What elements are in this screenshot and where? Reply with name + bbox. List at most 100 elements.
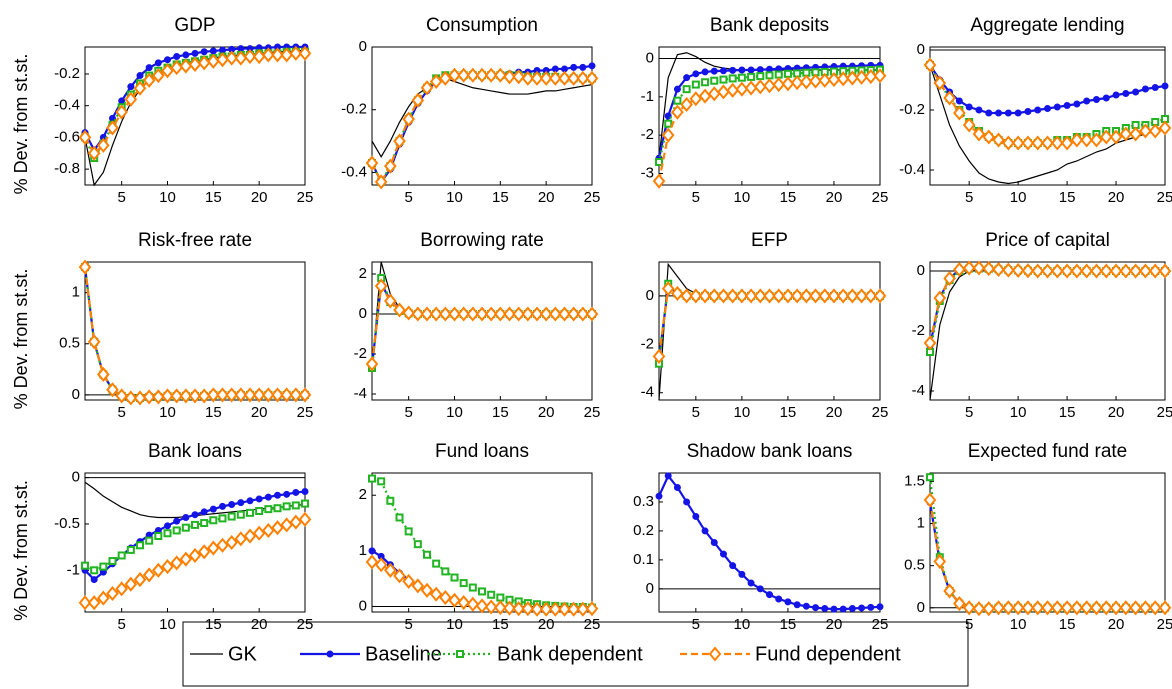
point	[933, 290, 947, 306]
point	[1122, 90, 1130, 97]
x-tick-label: 20	[251, 189, 268, 206]
point	[152, 562, 165, 578]
point	[1109, 129, 1123, 145]
point	[1099, 600, 1113, 616]
point	[737, 73, 746, 82]
point	[124, 390, 138, 406]
point	[873, 288, 887, 304]
y-tick-label: 2	[359, 265, 367, 282]
point	[439, 589, 452, 606]
point	[691, 80, 700, 89]
point	[487, 590, 496, 599]
x-tick-label: 25	[297, 189, 314, 206]
point	[512, 69, 525, 85]
point	[821, 605, 829, 613]
point	[570, 63, 578, 71]
point	[1041, 135, 1054, 151]
point	[972, 260, 986, 276]
point	[962, 600, 976, 616]
x-tick-label: 20	[538, 616, 555, 633]
point	[683, 74, 691, 82]
point	[1099, 129, 1113, 145]
x-tick-label: 10	[446, 404, 463, 421]
point	[1099, 263, 1113, 279]
point	[402, 305, 415, 321]
series	[81, 499, 309, 575]
point	[836, 288, 850, 304]
point	[172, 526, 181, 535]
point	[161, 63, 174, 79]
series-line	[371, 77, 593, 158]
point	[142, 389, 156, 405]
point	[698, 288, 712, 304]
point	[585, 306, 599, 322]
point	[216, 387, 229, 403]
point	[855, 288, 868, 304]
x-tick-label: 5	[404, 616, 412, 633]
x-tick-label: 10	[446, 616, 463, 633]
x-tick-label: 15	[492, 404, 509, 421]
point	[298, 387, 312, 403]
point	[289, 514, 303, 530]
point	[170, 555, 183, 571]
point	[839, 605, 847, 613]
point	[1092, 96, 1100, 103]
point	[747, 579, 755, 587]
point	[873, 68, 887, 84]
point	[943, 270, 956, 287]
x-tick-label: 25	[872, 616, 889, 633]
point	[87, 334, 101, 350]
plot-box	[84, 472, 306, 613]
series	[368, 474, 596, 612]
x-tick-label: 20	[826, 189, 843, 206]
point	[246, 508, 254, 517]
point	[864, 288, 878, 304]
x-tick-label: 10	[734, 189, 751, 206]
point	[301, 488, 309, 496]
point	[558, 306, 571, 322]
y-tick-label: 0	[646, 49, 654, 66]
point	[283, 490, 291, 498]
point	[923, 492, 937, 508]
point	[411, 92, 425, 108]
point	[972, 601, 986, 617]
point	[652, 348, 666, 364]
point	[115, 388, 128, 404]
point	[374, 557, 388, 573]
point	[432, 559, 441, 568]
point	[207, 387, 220, 403]
x-tick-label: 15	[492, 616, 509, 633]
point	[933, 75, 947, 91]
point	[457, 67, 470, 83]
point	[923, 57, 937, 73]
point	[475, 67, 489, 83]
point	[1148, 263, 1162, 279]
point	[161, 388, 174, 404]
series-line	[928, 502, 1165, 610]
point	[972, 126, 986, 142]
x-tick-label: 5	[404, 189, 412, 206]
point	[521, 70, 535, 86]
legend-label: Bank dependent	[497, 643, 643, 665]
point	[1031, 135, 1045, 151]
point	[243, 48, 257, 65]
point	[289, 45, 303, 61]
point	[191, 511, 199, 519]
x-tick-label: 20	[826, 616, 843, 633]
series-line	[371, 64, 593, 184]
series	[84, 267, 305, 399]
point	[756, 72, 765, 81]
point	[170, 388, 183, 404]
point	[127, 83, 135, 91]
point	[448, 592, 461, 608]
point	[1132, 88, 1140, 96]
point	[726, 288, 739, 304]
point	[292, 488, 300, 496]
y-tick-label: -4	[912, 382, 925, 399]
point	[1139, 123, 1152, 139]
point	[710, 67, 718, 75]
point	[652, 173, 666, 189]
point	[1148, 123, 1162, 139]
point	[291, 501, 300, 510]
series-line	[370, 282, 592, 365]
